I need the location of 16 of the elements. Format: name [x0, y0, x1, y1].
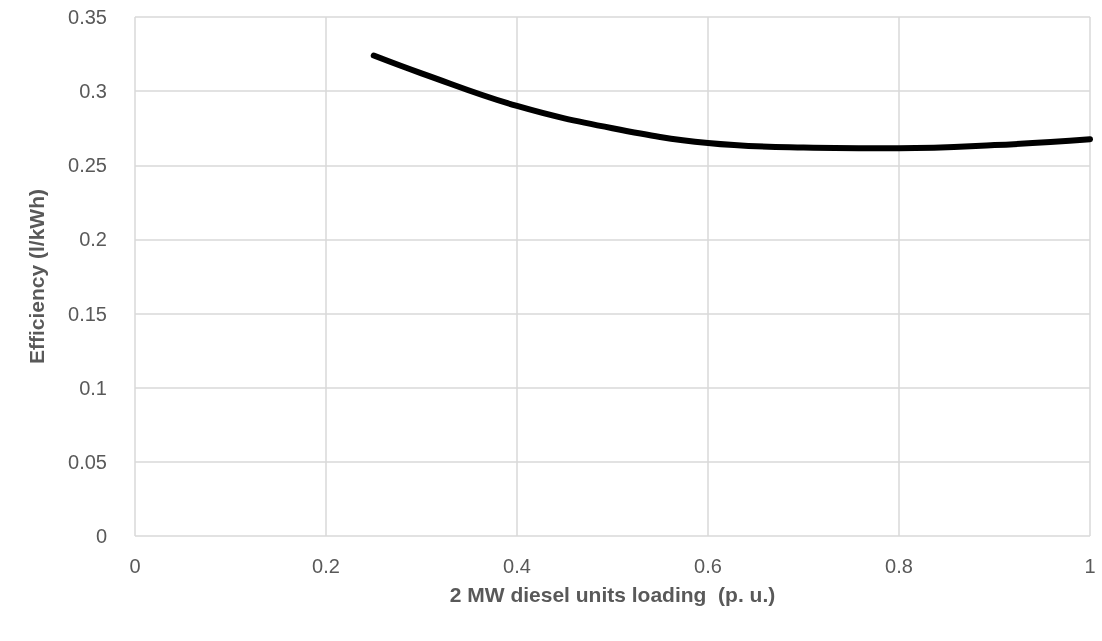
x-axis-title: 2 MW diesel units loading (p. u.) — [449, 583, 776, 606]
y-axis-title: Efficiency (l/kWh) — [25, 188, 48, 365]
x-tick-label: 0.2 — [312, 555, 340, 577]
x-tick-label: 0.4 — [503, 555, 531, 577]
y-tick-label: 0 — [95, 525, 107, 547]
y-tick-label: 0.3 — [79, 80, 107, 103]
y-tick-label: 0.15 — [68, 302, 107, 325]
y-tick-label: 0.05 — [68, 450, 107, 473]
y-tick-label: 0.1 — [79, 376, 107, 399]
y-tick-label: 0.2 — [79, 228, 107, 251]
y-tick-label: 0.35 — [68, 6, 107, 28]
y-tick-label: 0.25 — [68, 154, 107, 177]
x-tick-label: 0.8 — [885, 555, 913, 577]
x-tick-label: 0 — [129, 555, 141, 577]
x-tick-label: 0.6 — [694, 555, 722, 577]
x-tick-label: 1 — [1084, 555, 1096, 577]
